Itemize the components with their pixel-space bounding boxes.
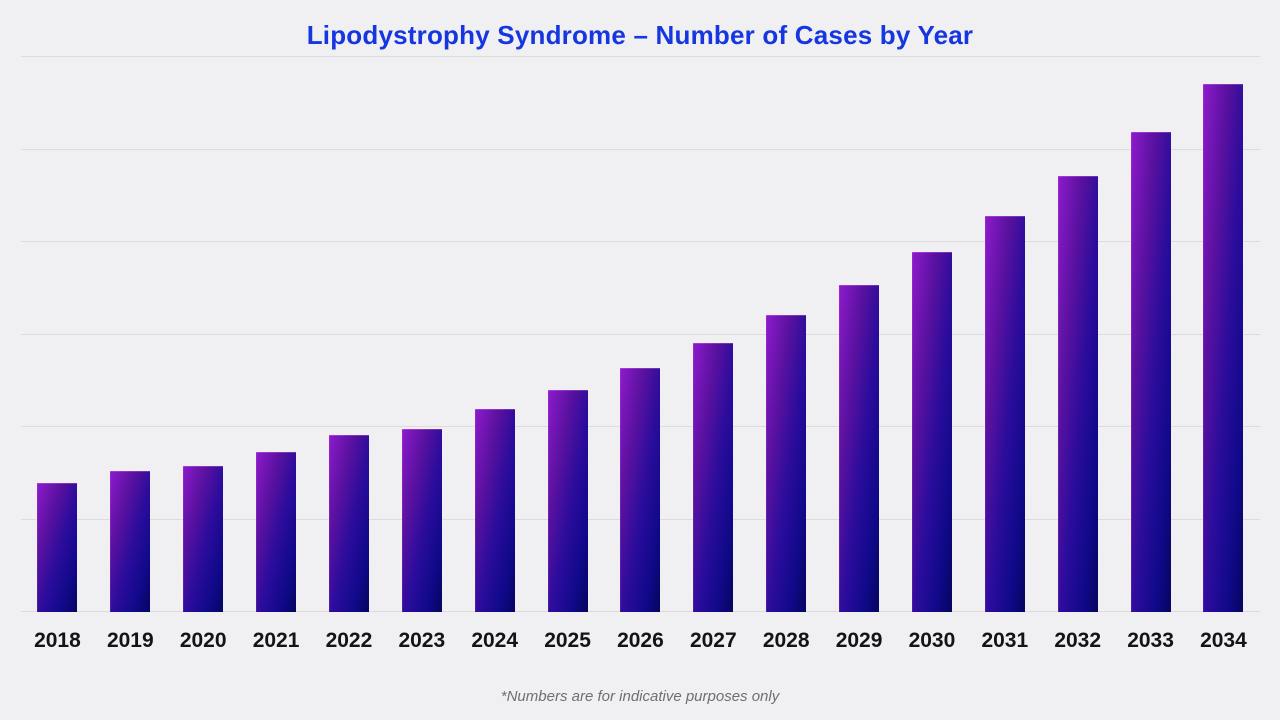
bar-2025 (547, 390, 588, 612)
bar-cell-2030 (896, 57, 969, 612)
bar-cell-2018 (21, 57, 94, 612)
x-tick-label-2021: 2021 (252, 629, 300, 652)
bar-cell-2033 (1114, 57, 1187, 612)
bar-2026 (620, 367, 661, 612)
bar-cell-2019 (94, 57, 167, 612)
x-tick-label-2033: 2033 (1127, 629, 1174, 652)
bar-2034 (1203, 83, 1244, 612)
bars-container (21, 57, 1260, 612)
bar-cell-2025 (531, 57, 604, 612)
bar-2028 (766, 315, 807, 612)
bar-2021 (256, 451, 297, 612)
bar-cell-2028 (750, 57, 823, 612)
bar-cell-2022 (313, 57, 386, 612)
x-tick-label-2018: 2018 (34, 629, 81, 652)
bar-cell-2032 (1041, 57, 1114, 612)
chart-title: Lipodystrophy Syndrome – Number of Cases… (306, 20, 974, 50)
bar-2033 (1130, 131, 1171, 612)
x-tick-label-2019: 2019 (106, 629, 154, 652)
x-tick-label-2031: 2031 (981, 629, 1029, 652)
footnote: *Numbers are for indicative purposes onl… (500, 688, 780, 705)
bar-2031 (984, 216, 1025, 612)
x-tick-label-2030: 2030 (908, 629, 956, 652)
x-tick-label-2025: 2025 (544, 629, 591, 652)
bar-2018 (37, 483, 78, 612)
gridline (21, 56, 1260, 57)
bar-cell-2020 (167, 57, 240, 612)
bar-cell-2021 (240, 57, 313, 612)
x-axis-labels: 2018 2019 2020 2021 2022 2023 2024 2025 2026 2027… (21, 629, 1260, 653)
x-tick-label-2027: 2027 (689, 629, 737, 652)
x-tick-label-2028: 2028 (762, 629, 810, 652)
x-tick-label-2029: 2029 (835, 629, 883, 652)
bar-2024 (474, 409, 515, 612)
bar-2022 (328, 435, 369, 612)
bar-2020 (183, 465, 224, 612)
bar-cell-2024 (458, 57, 531, 612)
plot-area (21, 56, 1260, 612)
gridline (21, 148, 1260, 150)
bar-2030 (911, 252, 952, 612)
x-tick-label-2022: 2022 (325, 629, 373, 652)
bar-cell-2034 (1187, 57, 1260, 612)
bar-cell-2031 (968, 57, 1041, 612)
bar-cell-2023 (385, 57, 458, 612)
bar-2032 (1057, 176, 1098, 612)
gridline (21, 241, 1260, 242)
x-tick-label-2034: 2034 (1200, 629, 1247, 652)
bar-cell-2026 (604, 57, 677, 612)
bar-cell-2029 (823, 57, 896, 612)
bar-cell-2027 (677, 57, 750, 612)
gridline (21, 333, 1260, 335)
bar-2023 (401, 428, 442, 612)
bar-2019 (110, 471, 151, 612)
x-tick-label-2020: 2020 (179, 629, 227, 652)
x-tick-label-2032: 2032 (1054, 629, 1102, 652)
bar-2029 (839, 285, 880, 612)
x-tick-label-2024: 2024 (471, 629, 519, 652)
bar-2027 (693, 342, 734, 612)
x-tick-label-2023: 2023 (398, 629, 446, 652)
x-tick-label-2026: 2026 (617, 629, 664, 652)
